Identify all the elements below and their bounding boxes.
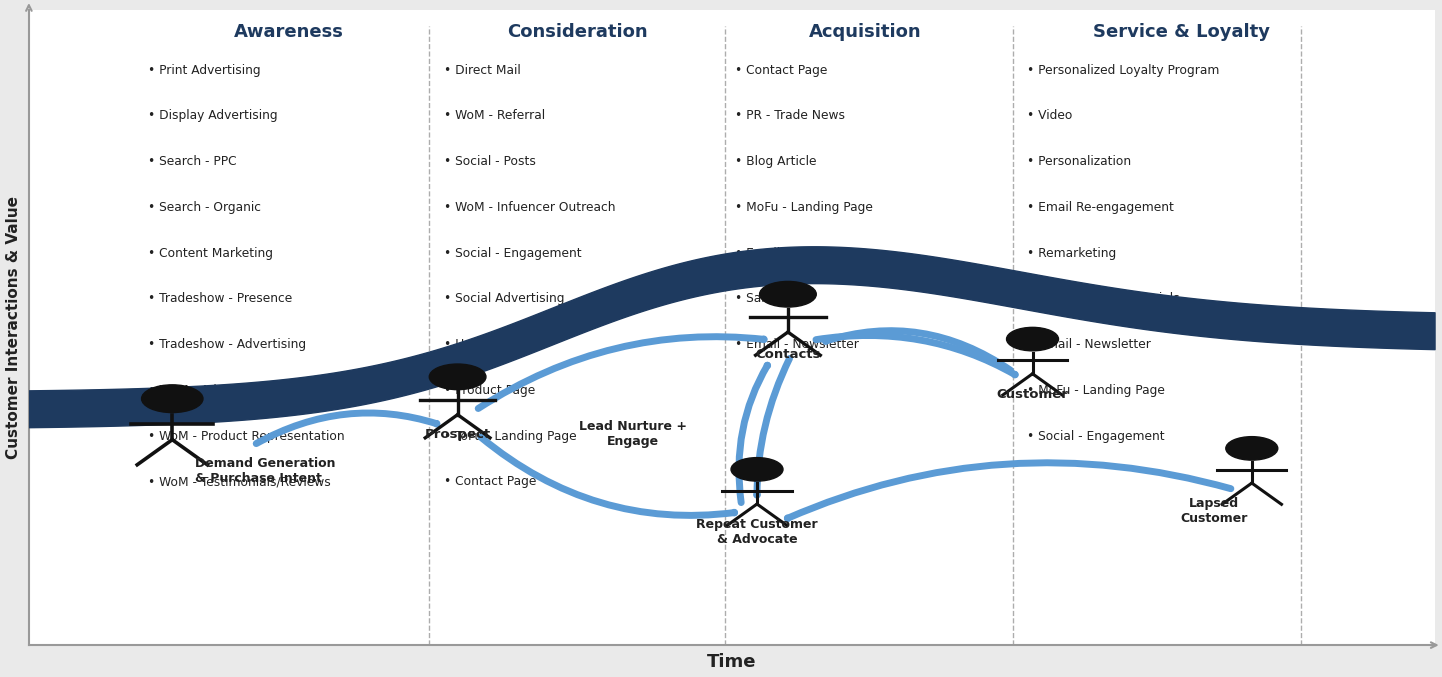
Text: • Direct Mail: • Direct Mail [444, 64, 521, 77]
Text: • WoM - Product Representation: • WoM - Product Representation [149, 430, 345, 443]
Text: • Sales Calls: • Sales Calls [734, 292, 812, 305]
Text: • Contact Page: • Contact Page [734, 64, 826, 77]
Text: • Email - Newsletter: • Email - Newsletter [1027, 338, 1151, 351]
Text: • Social - Engagement: • Social - Engagement [444, 246, 581, 259]
Text: • MoFu - Landing Page: • MoFu - Landing Page [734, 201, 872, 214]
Text: Awareness: Awareness [234, 23, 343, 41]
Text: • Tradeshow - Advertising: • Tradeshow - Advertising [149, 338, 307, 351]
Text: • Email - Newsletter: • Email - Newsletter [734, 338, 858, 351]
Text: Contacts: Contacts [756, 348, 820, 361]
Text: • Homepage: • Homepage [444, 338, 522, 351]
Y-axis label: Customer Interactions & Value: Customer Interactions & Value [6, 196, 20, 459]
Text: Consideration: Consideration [506, 23, 647, 41]
Text: • Social - Posts: • Social - Posts [444, 155, 535, 168]
Text: • Content Marketing: • Content Marketing [149, 246, 274, 259]
Text: • WoM - Referral: • WoM - Referral [444, 109, 545, 123]
Circle shape [731, 458, 783, 481]
Text: • Social - Engagement: • Social - Engagement [1027, 430, 1165, 443]
Text: • WoM - Testimonials/Reviews: • WoM - Testimonials/Reviews [149, 475, 332, 488]
Text: • Video: • Video [1027, 109, 1073, 123]
Circle shape [141, 385, 203, 412]
Text: • ToFu - Landing Page: • ToFu - Landing Page [444, 430, 577, 443]
Circle shape [1226, 437, 1278, 460]
Text: • Tradeshow - Presence: • Tradeshow - Presence [149, 292, 293, 305]
Text: • Personalized Loyalty Program: • Personalized Loyalty Program [1027, 64, 1220, 77]
Text: • Search - Organic: • Search - Organic [149, 201, 261, 214]
Text: • WoM - Infuencer Outreach: • WoM - Infuencer Outreach [444, 201, 616, 214]
Text: • Social Advertising: • Social Advertising [444, 292, 564, 305]
Text: Service & Loyalty: Service & Loyalty [1093, 23, 1270, 41]
Text: Demand Generation
& Purchase Intent: Demand Generation & Purchase Intent [195, 457, 335, 485]
Text: • Email Re-engagement: • Email Re-engagement [1027, 201, 1174, 214]
Text: Prospect: Prospect [424, 428, 490, 441]
Text: Acquisition: Acquisition [809, 23, 921, 41]
Text: • WoM - Advocacy: • WoM - Advocacy [149, 384, 260, 397]
Text: • Contact Page: • Contact Page [444, 475, 536, 488]
Text: • Transactional Materials: • Transactional Materials [1027, 292, 1180, 305]
Text: Repeat Customer
& Advocate: Repeat Customer & Advocate [696, 518, 818, 546]
Circle shape [760, 282, 816, 307]
Text: • Product Page: • Product Page [444, 384, 535, 397]
Text: • Email - Personal: • Email - Personal [734, 246, 844, 259]
Text: • Personalization: • Personalization [1027, 155, 1131, 168]
Text: Customer: Customer [996, 388, 1069, 401]
Text: • Print Advertising: • Print Advertising [149, 64, 261, 77]
Text: • Blog Article: • Blog Article [734, 155, 816, 168]
Text: • Search - PPC: • Search - PPC [149, 155, 236, 168]
Text: • PR - Trade News: • PR - Trade News [734, 109, 845, 123]
X-axis label: Time: Time [707, 653, 757, 672]
Text: • Remarketing: • Remarketing [1027, 246, 1116, 259]
Text: • MoFu - Landing Page: • MoFu - Landing Page [1027, 384, 1165, 397]
Text: Lead Nurture +
Engage: Lead Nurture + Engage [580, 420, 688, 447]
Text: • Display Advertising: • Display Advertising [149, 109, 278, 123]
Circle shape [1007, 328, 1058, 351]
Text: Lapsed
Customer: Lapsed Customer [1180, 497, 1247, 525]
Circle shape [430, 364, 486, 390]
